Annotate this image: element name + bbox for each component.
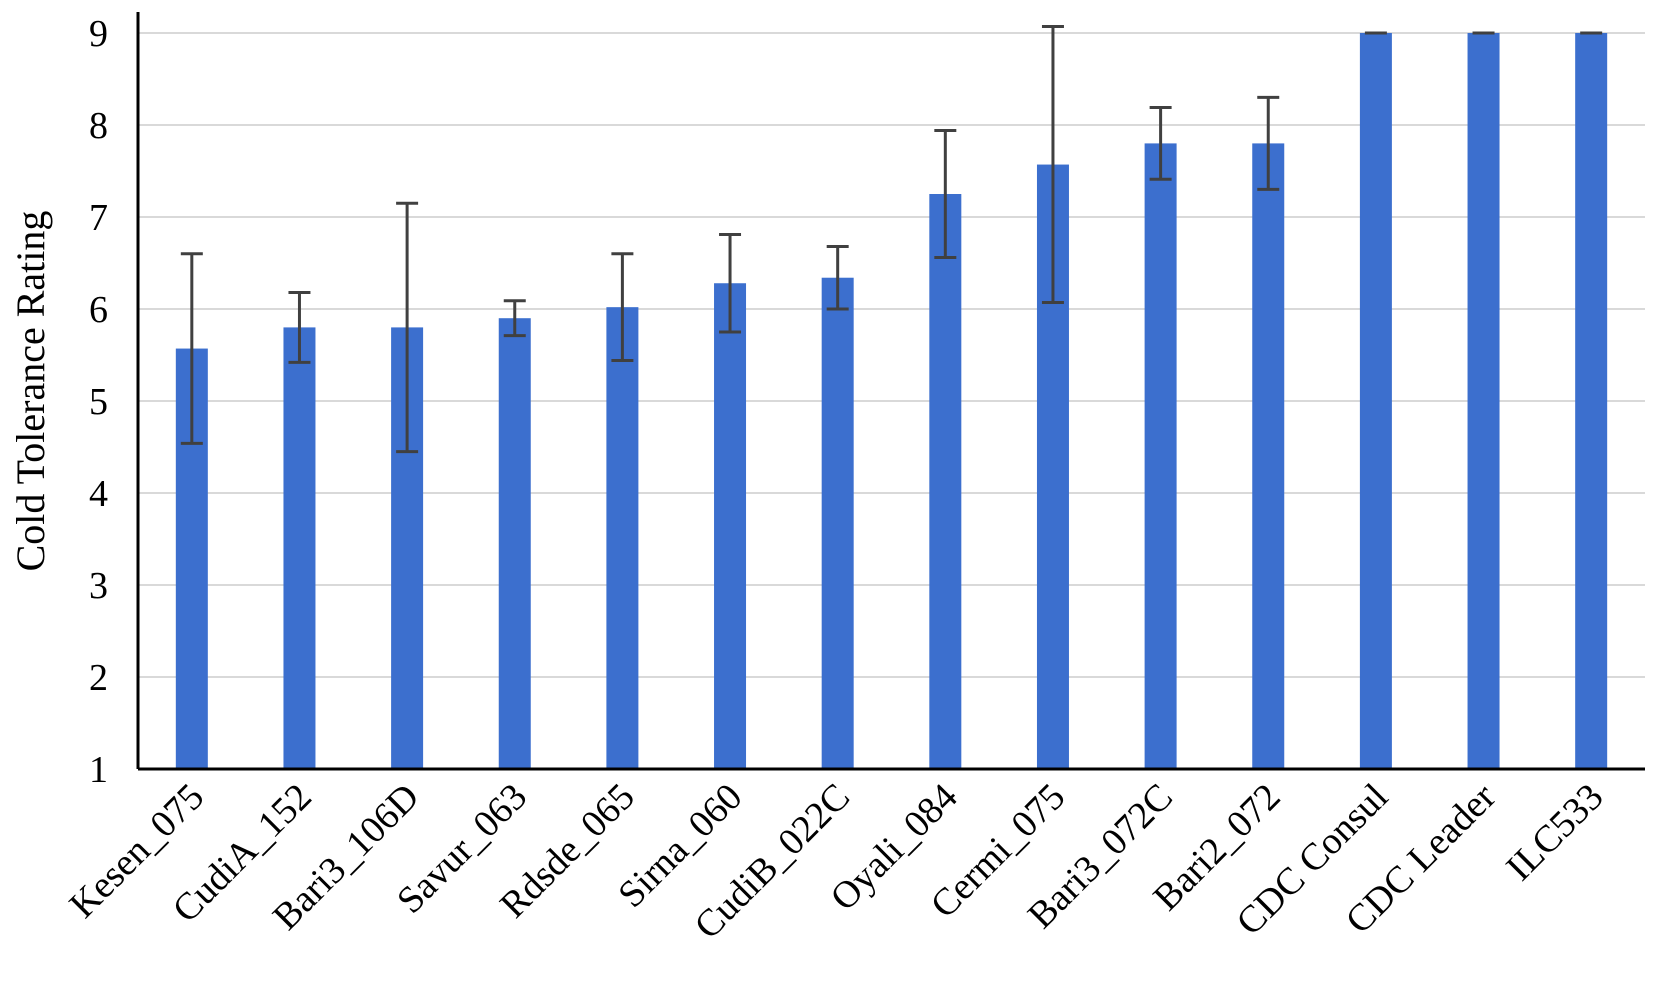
bar xyxy=(606,307,639,769)
y-tick-label: 6 xyxy=(89,289,108,331)
error-bar xyxy=(503,299,526,338)
error-bar xyxy=(826,244,849,311)
error-bar xyxy=(1257,95,1280,191)
y-tick-label: 1 xyxy=(89,749,108,791)
error-bar xyxy=(1041,25,1064,305)
y-tick-label: 7 xyxy=(89,197,108,239)
bar xyxy=(714,283,747,769)
y-tick-label: 3 xyxy=(89,565,108,607)
gridlines xyxy=(138,32,1645,678)
error-bar xyxy=(1149,106,1172,181)
bar xyxy=(1467,33,1500,769)
error-bar xyxy=(288,290,311,364)
x-tick-label: ILC533 xyxy=(1498,776,1611,889)
bar xyxy=(1575,33,1608,769)
error-bar xyxy=(611,252,634,363)
error-bar xyxy=(180,252,203,445)
bar xyxy=(929,194,962,769)
y-tick-label: 5 xyxy=(89,381,108,423)
error-bars xyxy=(180,25,1603,454)
error-bar xyxy=(396,201,419,454)
bar xyxy=(821,277,854,769)
bar xyxy=(1359,33,1392,769)
y-tick-labels: 1 2 3 4 5 6 7 8 9 xyxy=(89,13,108,791)
y-tick-label: 4 xyxy=(89,473,108,515)
x-tick-labels: Kesen_075CudiA_152Bari3_106DSavur_063Rds… xyxy=(62,775,1612,947)
y-tick-label: 2 xyxy=(89,657,108,699)
y-tick-label: 8 xyxy=(89,105,108,147)
error-bar xyxy=(934,129,957,259)
error-bar xyxy=(719,232,742,334)
y-axis-title: Cold Tolerance Rating xyxy=(8,211,53,572)
y-tick-label: 9 xyxy=(89,13,108,55)
bar xyxy=(1144,143,1177,769)
bar xyxy=(498,318,531,769)
bars xyxy=(175,33,1608,769)
bar xyxy=(283,327,316,769)
bar xyxy=(1252,143,1285,769)
